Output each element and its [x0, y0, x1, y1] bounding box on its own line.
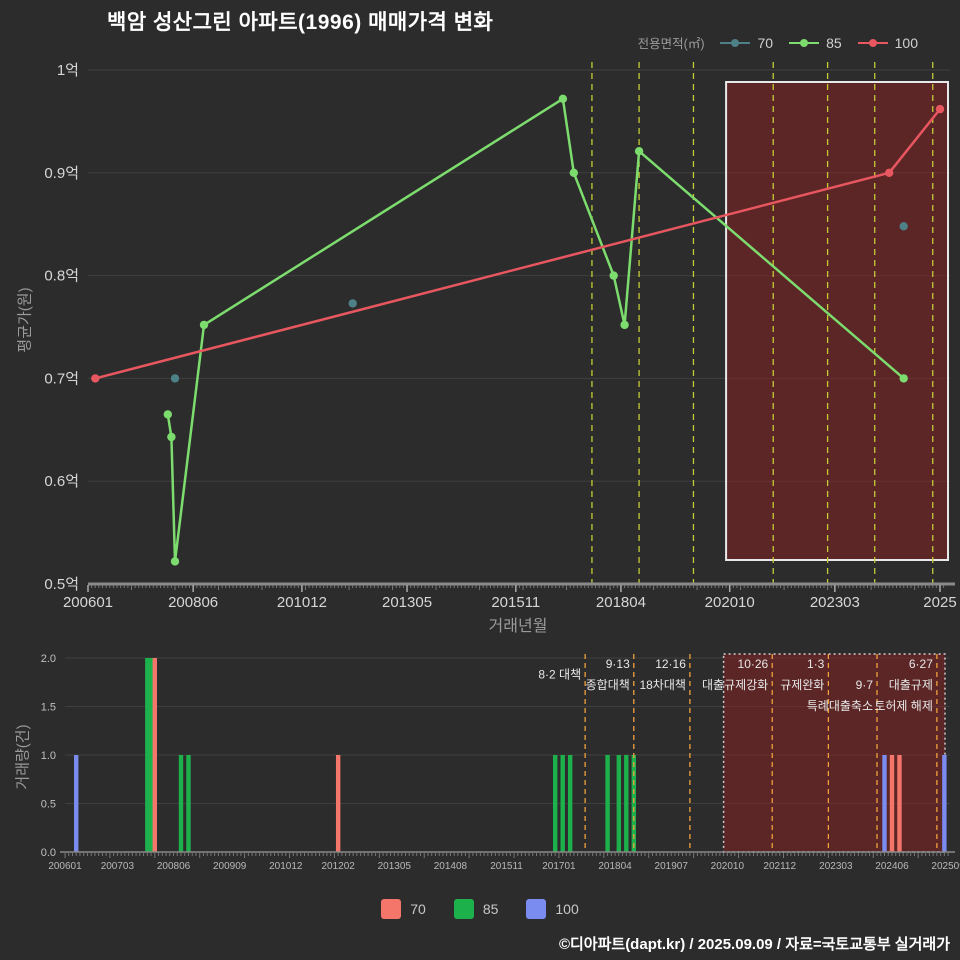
- svg-text:200601: 200601: [48, 861, 82, 872]
- svg-text:200601: 200601: [63, 594, 113, 611]
- svg-text:1.0: 1.0: [41, 750, 56, 762]
- legend-top-title: 전용면적(㎡): [637, 37, 705, 51]
- svg-text:2.0: 2.0: [41, 653, 56, 665]
- svg-text:9·13: 9·13: [606, 657, 630, 671]
- line-swatch-100-icon: [857, 38, 888, 48]
- svg-text:202303: 202303: [810, 594, 860, 611]
- price-y-axis-label: 평균가(원): [16, 287, 34, 353]
- svg-text:200703: 200703: [101, 861, 135, 872]
- svg-text:202010: 202010: [711, 861, 745, 872]
- square-swatch-100-icon: [526, 899, 547, 919]
- svg-text:1억: 1억: [57, 62, 79, 79]
- svg-text:202112: 202112: [763, 861, 796, 872]
- svg-text:8·2 대책: 8·2 대책: [538, 667, 581, 682]
- line-swatch-85-icon: [789, 38, 820, 48]
- svg-text:201511: 201511: [490, 861, 523, 872]
- svg-text:규제완화: 규제완화: [780, 678, 824, 692]
- svg-text:202406: 202406: [875, 861, 909, 872]
- svg-text:201305: 201305: [378, 861, 412, 872]
- svg-text:대출규제강화: 대출규제강화: [702, 678, 768, 692]
- legend-bottom-item-100[interactable]: 100: [526, 899, 579, 919]
- svg-text:0.5: 0.5: [41, 799, 56, 811]
- svg-text:201408: 201408: [434, 861, 468, 872]
- legend-bottom-label-85: 85: [482, 901, 499, 917]
- volume-y-axis-label: 거래량(건): [14, 724, 32, 790]
- svg-text:202303: 202303: [819, 861, 853, 872]
- svg-text:0.0: 0.0: [41, 847, 56, 859]
- svg-text:2025: 2025: [923, 594, 956, 611]
- legend-bottom-label-100: 100: [555, 901, 579, 917]
- svg-text:12·16: 12·16: [655, 657, 686, 671]
- svg-text:0.9억: 0.9억: [44, 165, 79, 182]
- svg-text:0.8억: 0.8억: [44, 268, 79, 285]
- legend-item-70[interactable]: 70: [720, 35, 773, 51]
- line-swatch-70-icon: [720, 38, 751, 48]
- svg-text:종합대책: 종합대책: [586, 677, 630, 692]
- svg-text:0.6억: 0.6억: [44, 473, 79, 490]
- svg-text:토허제 해제: 토허제 해제: [874, 699, 933, 713]
- legend-bottom-item-70[interactable]: 70: [381, 899, 426, 919]
- legend-top: 전용면적(㎡) 70 85 100: [638, 33, 918, 52]
- square-swatch-85-icon: [453, 899, 474, 919]
- legend-label-100: 100: [894, 34, 918, 51]
- page-title: 백암 성산그린 아파트(1996) 매매가격 변화: [107, 11, 494, 34]
- svg-text:9·7: 9·7: [856, 678, 874, 692]
- legend-bottom: 70 85 100: [0, 899, 960, 919]
- svg-text:10·26: 10·26: [738, 657, 769, 671]
- svg-text:201804: 201804: [598, 861, 632, 872]
- svg-text:200909: 200909: [213, 861, 247, 872]
- square-swatch-70-icon: [381, 899, 402, 919]
- svg-text:201202: 201202: [321, 861, 355, 872]
- footer-credit: ©디아파트(dapt.kr) / 2025.09.09 / 자료=국토교통부 실…: [558, 936, 950, 953]
- legend-label-70: 70: [757, 34, 774, 51]
- legend-label-85: 85: [826, 34, 842, 51]
- legend-bottom-item-85[interactable]: 85: [453, 899, 499, 919]
- svg-text:201804: 201804: [596, 594, 646, 611]
- volume-chart[interactable]: 0.0 0.5 1.0 1.5 2.0 200601 200703 200806 200909 2…: [0, 650, 960, 885]
- svg-text:18차대책: 18차대책: [639, 677, 685, 692]
- svg-text:201511: 201511: [491, 594, 540, 611]
- svg-text:201907: 201907: [655, 861, 689, 872]
- legend-item-100[interactable]: 100: [857, 34, 918, 51]
- svg-text:거래년월: 거래년월: [489, 617, 548, 635]
- svg-text:6·27: 6·27: [909, 657, 933, 671]
- svg-text:202010: 202010: [705, 594, 755, 611]
- svg-text:201012: 201012: [269, 861, 303, 872]
- svg-text:201012: 201012: [277, 594, 327, 611]
- svg-text:1.5: 1.5: [41, 702, 56, 714]
- legend-bottom-label-70: 70: [410, 901, 426, 917]
- svg-text:0.5억: 0.5억: [44, 576, 79, 593]
- legend-item-85[interactable]: 85: [789, 35, 842, 51]
- svg-text:202509: 202509: [931, 861, 960, 872]
- svg-text:0.7억: 0.7억: [44, 370, 79, 387]
- svg-text:200806: 200806: [157, 861, 191, 872]
- svg-text:특례대출축소: 특례대출축소: [807, 699, 873, 713]
- svg-text:200806: 200806: [168, 594, 218, 611]
- svg-text:1·3: 1·3: [807, 657, 825, 671]
- svg-text:201305: 201305: [382, 594, 432, 611]
- svg-text:대출규제: 대출규제: [889, 678, 933, 692]
- svg-text:201701: 201701: [542, 861, 576, 872]
